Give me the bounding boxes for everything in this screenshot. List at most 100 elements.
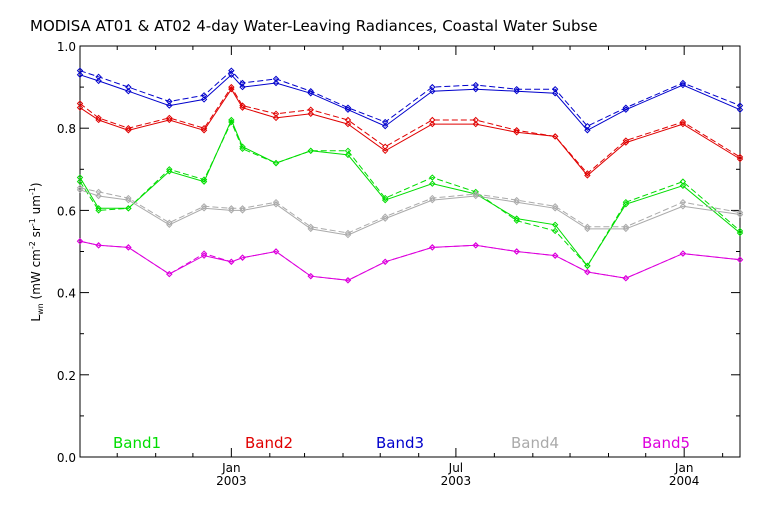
x-tick-label-month: Jan bbox=[674, 461, 694, 475]
data-point-at01 bbox=[513, 248, 520, 255]
data-point-at01 bbox=[200, 96, 208, 103]
data-point-at02 bbox=[679, 79, 687, 87]
data-point-at02 bbox=[622, 104, 630, 111]
data-point-at01 bbox=[125, 244, 132, 251]
data-point-at02 bbox=[200, 203, 208, 210]
data-point-at01 bbox=[622, 275, 630, 282]
data-point-at01 bbox=[95, 242, 102, 249]
data-point-at02 bbox=[381, 213, 389, 220]
legend-entry-band1: Band1 bbox=[113, 434, 161, 452]
data-point-at01 bbox=[200, 127, 208, 134]
series-line-at01 bbox=[79, 74, 741, 131]
y-tick-label: 1.0 bbox=[57, 40, 76, 54]
data-point-at01 bbox=[679, 203, 687, 210]
data-point-at01 bbox=[551, 90, 559, 97]
data-point-at01 bbox=[228, 207, 235, 214]
data-point-at01 bbox=[381, 196, 389, 204]
data-point-at01 bbox=[166, 102, 173, 109]
data-point-at02 bbox=[679, 198, 687, 206]
data-point-at01 bbox=[272, 248, 280, 255]
data-point-at01 bbox=[736, 106, 744, 113]
data-point-at01 bbox=[344, 120, 352, 128]
y-axis-label: Lwn (mW cm-2 sr-1 um-1) bbox=[28, 182, 45, 321]
data-point-at01 bbox=[344, 277, 352, 284]
data-point-at01 bbox=[429, 196, 436, 204]
data-point-at01 bbox=[95, 116, 102, 124]
data-point-at01 bbox=[307, 90, 314, 97]
data-point-at02 bbox=[272, 75, 280, 83]
data-point-at02 bbox=[381, 143, 389, 150]
data-point-at01 bbox=[551, 252, 559, 259]
data-point-at02 bbox=[76, 67, 84, 74]
data-point-at01 bbox=[239, 254, 246, 261]
data-point-at02 bbox=[228, 67, 235, 74]
data-point-at02 bbox=[200, 92, 208, 99]
data-point-at01 bbox=[429, 88, 436, 95]
data-point-at01 bbox=[76, 174, 84, 181]
data-point-at01 bbox=[736, 256, 744, 263]
data-point-at01 bbox=[228, 116, 235, 124]
data-point-at02 bbox=[736, 102, 744, 109]
data-point-at01 bbox=[472, 192, 479, 200]
chart-title: MODISA AT01 & AT02 4-day Water-Leaving R… bbox=[30, 17, 598, 35]
series-band5 bbox=[76, 238, 744, 284]
data-point-at01 bbox=[381, 122, 389, 130]
data-point-at01 bbox=[307, 272, 314, 280]
data-point-at02 bbox=[239, 79, 246, 87]
data-point-at01 bbox=[551, 221, 559, 228]
data-point-at01 bbox=[76, 104, 84, 111]
y-axis: 0.0 0.2 0.4 0.6 0.8 1.0 bbox=[57, 40, 740, 465]
data-point-at01 bbox=[513, 88, 520, 95]
y-tick-label: 0.0 bbox=[57, 451, 76, 465]
y-tick-label: 0.4 bbox=[57, 287, 76, 301]
data-point-at01 bbox=[679, 182, 687, 189]
data-point-at01 bbox=[429, 180, 436, 187]
x-tick-label-year: 2004 bbox=[669, 474, 700, 488]
series-line-at01 bbox=[79, 118, 741, 267]
data-point-at01 bbox=[622, 139, 630, 146]
data-point-at02 bbox=[429, 116, 436, 124]
data-point-at01 bbox=[272, 79, 280, 87]
data-point-at02 bbox=[429, 83, 436, 91]
data-point-at01 bbox=[239, 143, 246, 150]
data-point-at01 bbox=[513, 215, 520, 222]
data-point-at01 bbox=[200, 205, 208, 212]
series-line-at02 bbox=[79, 120, 741, 267]
data-point-at01 bbox=[166, 116, 173, 124]
y-tick-label: 0.2 bbox=[57, 369, 76, 383]
series-band3 bbox=[76, 67, 744, 134]
y-tick-label: 0.6 bbox=[57, 204, 76, 218]
data-point-at01 bbox=[679, 120, 687, 128]
data-point-at01 bbox=[472, 85, 479, 93]
data-point-at02 bbox=[95, 188, 102, 196]
data-point-at01 bbox=[76, 186, 84, 194]
data-point-at02 bbox=[272, 110, 280, 118]
data-point-at01 bbox=[584, 268, 591, 276]
data-point-at02 bbox=[472, 116, 479, 124]
data-point-at02 bbox=[513, 217, 520, 224]
data-point-at01 bbox=[622, 225, 630, 233]
data-point-at01 bbox=[736, 211, 744, 218]
data-point-at01 bbox=[679, 81, 687, 89]
data-point-at02 bbox=[95, 73, 102, 81]
data-point-at01 bbox=[584, 127, 591, 134]
data-point-at01 bbox=[307, 110, 314, 118]
data-point-at01 bbox=[622, 201, 630, 208]
data-point-at02 bbox=[228, 118, 235, 126]
data-point-at01 bbox=[239, 83, 246, 91]
data-point-at02 bbox=[200, 250, 208, 257]
data-point-at01 bbox=[125, 127, 132, 134]
data-point-at01 bbox=[95, 192, 102, 200]
data-point-at01 bbox=[95, 205, 102, 212]
data-point-at01 bbox=[228, 71, 235, 78]
series-line-at02 bbox=[79, 240, 741, 281]
data-point-at02 bbox=[622, 198, 630, 206]
data-point-at01 bbox=[307, 147, 314, 155]
legend-entry-band2: Band2 bbox=[245, 434, 293, 452]
data-point-at02 bbox=[429, 174, 436, 181]
data-point-at02 bbox=[344, 116, 352, 124]
data-point-at01 bbox=[95, 77, 102, 85]
data-point-at02 bbox=[381, 118, 389, 126]
data-point-at01 bbox=[622, 106, 630, 113]
